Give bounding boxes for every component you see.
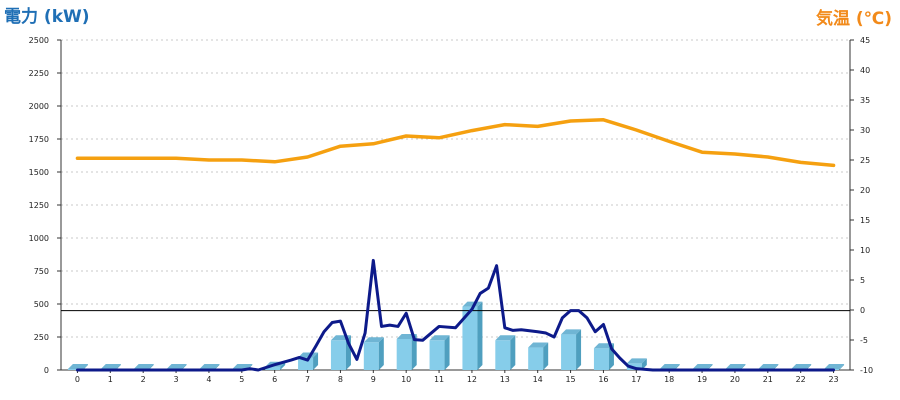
x-tick-label: 0 <box>75 375 80 384</box>
temperature-line <box>75 118 836 168</box>
x-tick-label: 15 <box>565 375 575 384</box>
left-tick-label: 0 <box>44 366 49 375</box>
x-tick-label: 10 <box>401 375 411 384</box>
x-tick-label: 2 <box>141 375 146 384</box>
right-tick-label: 20 <box>860 186 870 195</box>
left-tick-label: 2250 <box>29 69 49 78</box>
bar-13 <box>495 335 516 370</box>
left-tick-label: 250 <box>34 333 49 342</box>
x-tick-label: 19 <box>697 375 707 384</box>
left-tick-label: 1250 <box>29 201 49 210</box>
left-axis-title: 電力 (kW) <box>4 7 90 27</box>
x-tick-label: 21 <box>763 375 773 384</box>
x-tick-label: 22 <box>796 375 806 384</box>
right-tick-label: 45 <box>860 36 870 45</box>
left-tick-label: 500 <box>34 300 49 309</box>
x-tick-label: 3 <box>174 375 179 384</box>
left-tick-label: 1500 <box>29 168 49 177</box>
x-tick-label: 12 <box>467 375 477 384</box>
bar-14 <box>528 342 549 370</box>
right-tick-label: 10 <box>860 246 870 255</box>
right-tick-label: 0 <box>860 306 865 315</box>
power-line <box>75 258 836 372</box>
bar-9 <box>363 337 384 370</box>
x-tick-label: 1 <box>108 375 113 384</box>
right-tick-label: 5 <box>860 276 865 285</box>
right-tick-label: -10 <box>860 366 873 375</box>
left-tick-label: 1000 <box>29 234 49 243</box>
x-tick-label: 5 <box>239 375 244 384</box>
x-tick-label: 13 <box>500 375 510 384</box>
x-tick-label: 11 <box>434 375 444 384</box>
bar-12 <box>462 301 483 370</box>
bar-11 <box>429 335 450 370</box>
x-tick-label: 14 <box>533 375 543 384</box>
right-tick-label: 25 <box>860 156 870 165</box>
left-tick-label: 2000 <box>29 102 49 111</box>
left-tick-label: 750 <box>34 267 49 276</box>
right-tick-label: -5 <box>860 336 868 345</box>
x-tick-label: 23 <box>828 375 838 384</box>
right-tick-label: 15 <box>860 216 870 225</box>
right-tick-label: 40 <box>860 66 870 75</box>
x-tick-label: 7 <box>305 375 310 384</box>
right-tick-label: 35 <box>860 96 870 105</box>
left-tick-label: 1750 <box>29 135 49 144</box>
x-tick-label: 20 <box>730 375 740 384</box>
bar-0 <box>67 363 88 370</box>
right-axis-title: 気温 (℃) <box>815 9 892 29</box>
x-tick-label: 9 <box>371 375 376 384</box>
x-tick-label: 8 <box>338 375 343 384</box>
right-tick-label: 30 <box>860 126 870 135</box>
x-tick-label: 4 <box>206 375 211 384</box>
left-tick-label: 2500 <box>29 36 49 45</box>
x-tick-label: 6 <box>272 375 277 384</box>
x-tick-label: 18 <box>664 375 674 384</box>
bar-15 <box>561 329 582 370</box>
x-tick-label: 16 <box>598 375 608 384</box>
x-tick-label: 17 <box>631 375 641 384</box>
